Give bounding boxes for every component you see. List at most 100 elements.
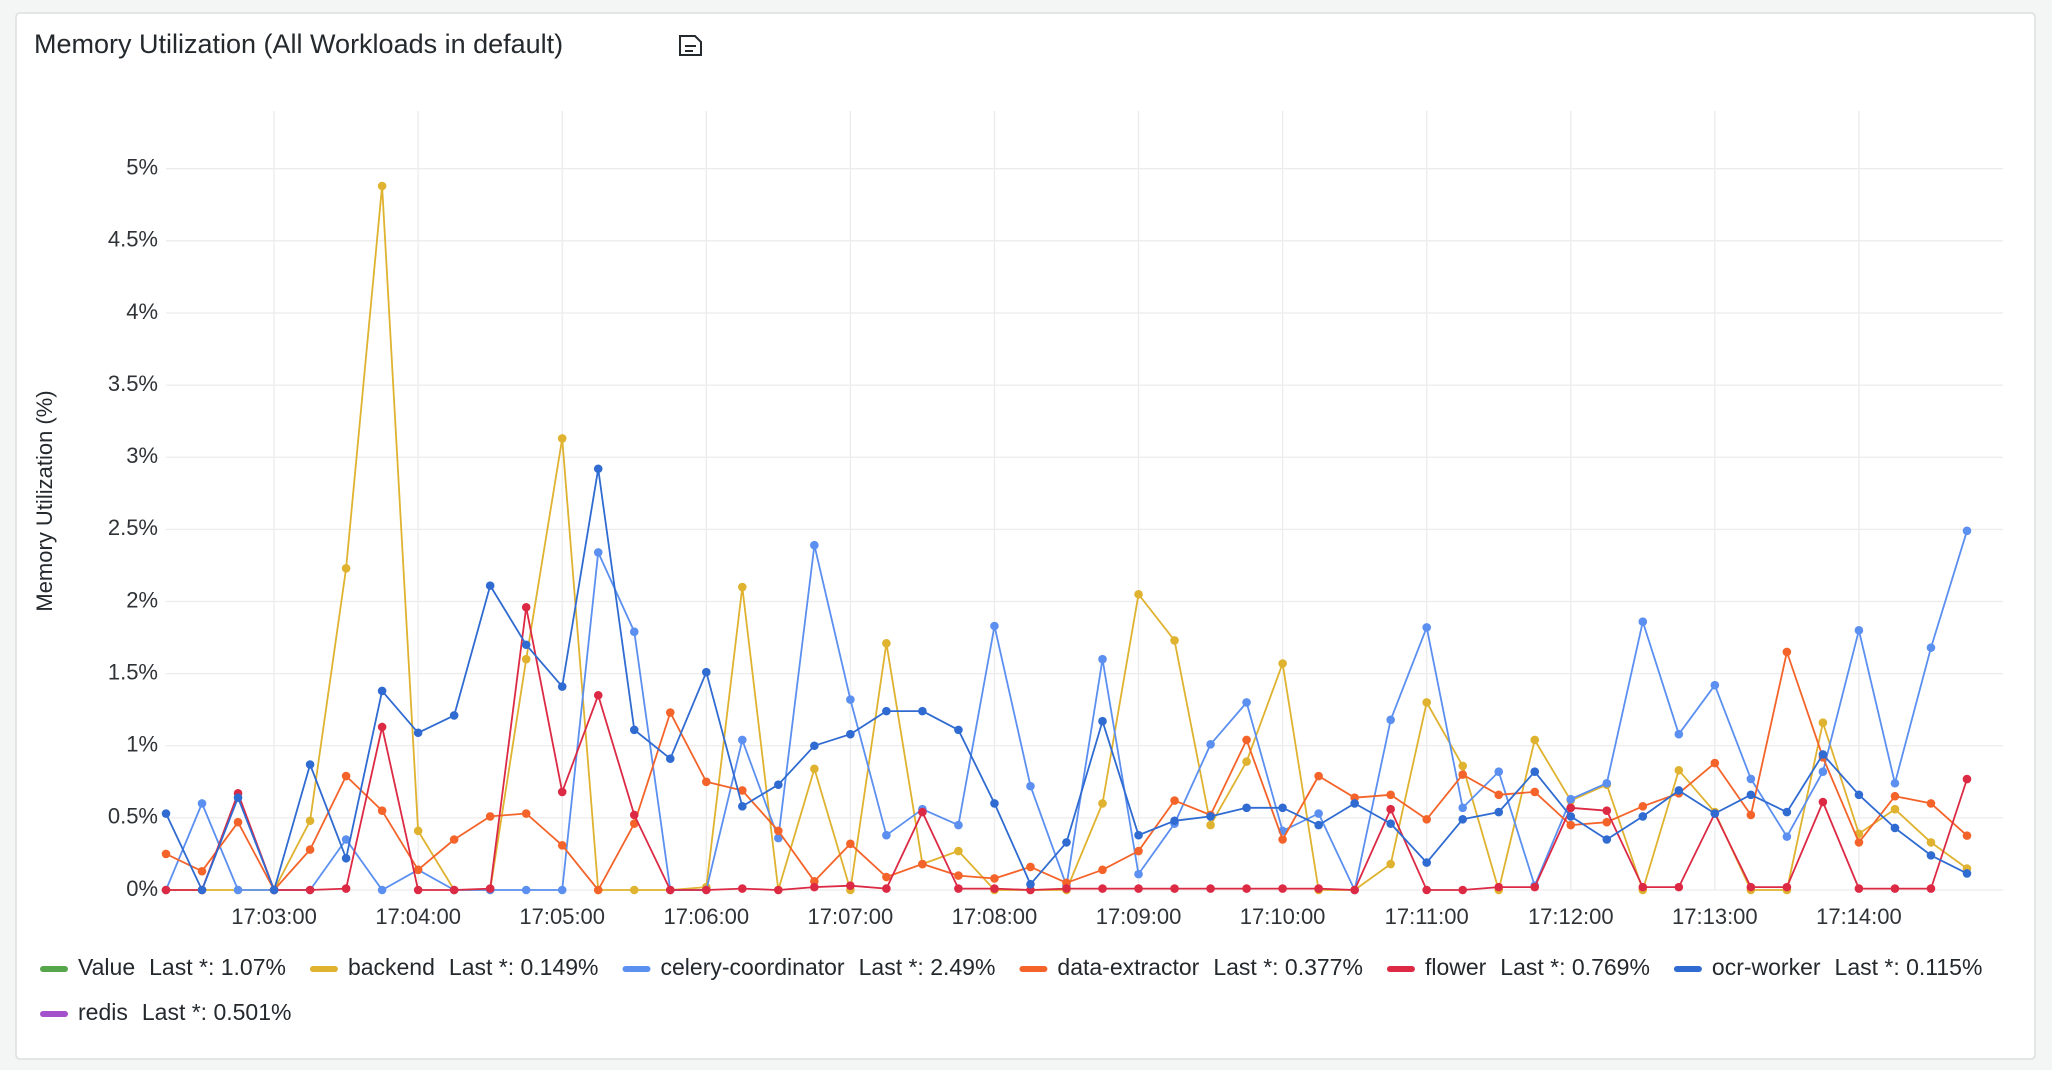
legend-item[interactable]: backend Last *: 0.149% [309,954,599,980]
data-point [954,725,963,735]
legend-item[interactable]: ocr-worker Last *: 0.115% [1673,954,1983,980]
y-tick-label: 3% [126,443,158,468]
data-point [1602,817,1612,827]
legend-name: Value [78,954,135,980]
data-point [1206,884,1215,893]
legend-item[interactable]: celery-coordinator Last *: 2.49% [622,954,996,980]
data-point [918,807,927,817]
legend-name: data-extractor [1057,954,1199,980]
legend-value: Last *: 0.769% [1500,954,1650,980]
data-point [1746,774,1756,784]
data-point [738,786,747,795]
data-point [1602,835,1612,844]
data-point [593,464,603,474]
icon-outline [679,35,702,56]
data-point [1674,765,1684,775]
data-point [377,722,387,732]
data-point [1890,778,1900,788]
data-point [377,806,387,815]
data-point [233,793,243,802]
y-tick-label: 2.5% [108,515,158,540]
data-point [1098,799,1107,808]
data-point [1926,643,1936,652]
data-point [1494,790,1504,800]
data-point [665,754,675,764]
data-point [629,819,639,828]
data-point [738,884,747,893]
data-point [1170,884,1179,893]
data-point [197,885,207,895]
data-point [1674,786,1684,795]
series [161,464,1972,895]
x-tick-label: 17:12:00 [1528,904,1614,929]
data-point [1170,636,1179,645]
y-tick-label: 5% [126,155,158,180]
data-point [1710,680,1720,690]
data-point [1098,865,1107,875]
data-point [557,682,567,691]
data-point [918,706,927,716]
data-point [1386,715,1395,725]
data-point [1422,698,1431,707]
legend-swatch [1386,966,1415,972]
data-point [197,866,207,876]
data-point [701,885,711,895]
data-point [1638,617,1648,626]
y-tick-label: 1.5% [108,659,158,684]
data-point [1674,729,1684,739]
legend-item[interactable]: flower Last *: 0.769% [1386,954,1650,980]
data-point [377,181,387,191]
legend-item[interactable]: Value Last *: 1.07% [40,954,286,980]
chart-title: Memory Utilization (All Workloads in def… [34,29,563,59]
data-point [485,812,495,821]
panel-info-icon[interactable] [679,35,702,56]
y-tick-label: 4.5% [108,227,158,252]
data-point [1134,846,1143,856]
data-point [1854,626,1864,635]
series [161,602,1972,895]
data-point [413,865,423,875]
data-point [1242,757,1251,766]
data-point [882,884,891,893]
data-point [1314,820,1323,830]
data-point [810,741,819,751]
data-point [161,809,171,818]
data-point [1962,526,1972,536]
data-point [341,884,351,893]
legend-item[interactable]: redis Last *: 0.501% [40,999,291,1025]
data-point [1962,831,1972,840]
legend-swatch [1673,966,1702,972]
data-point [1350,885,1359,895]
data-point [1746,882,1756,892]
x-tick-label: 17:06:00 [663,904,749,929]
legend-name: celery-coordinator [661,954,845,980]
legend-value: Last *: 1.07% [149,954,286,980]
legend-value: Last *: 0.149% [449,954,599,980]
data-point [774,885,783,895]
data-point [485,884,495,893]
data-point [1458,770,1468,779]
data-point [305,885,315,895]
data-point [593,690,603,700]
data-point [1638,882,1648,892]
legend-item[interactable]: data-extractor Last *: 0.377% [1019,954,1363,980]
data-point [954,846,963,856]
data-point [161,849,171,859]
data-point [521,654,531,664]
data-point [1422,623,1431,632]
data-point [1854,884,1864,893]
data-point [521,602,531,612]
legend-name: backend [348,954,435,980]
data-point [1314,771,1323,781]
data-point [1098,654,1107,664]
data-point [557,840,567,850]
data-point [449,885,459,895]
data-point [990,799,999,808]
data-point [1386,819,1395,828]
data-point [1710,809,1720,818]
data-point [1278,835,1287,844]
data-point [341,564,351,573]
data-point [738,582,747,592]
data-point [1566,820,1576,830]
